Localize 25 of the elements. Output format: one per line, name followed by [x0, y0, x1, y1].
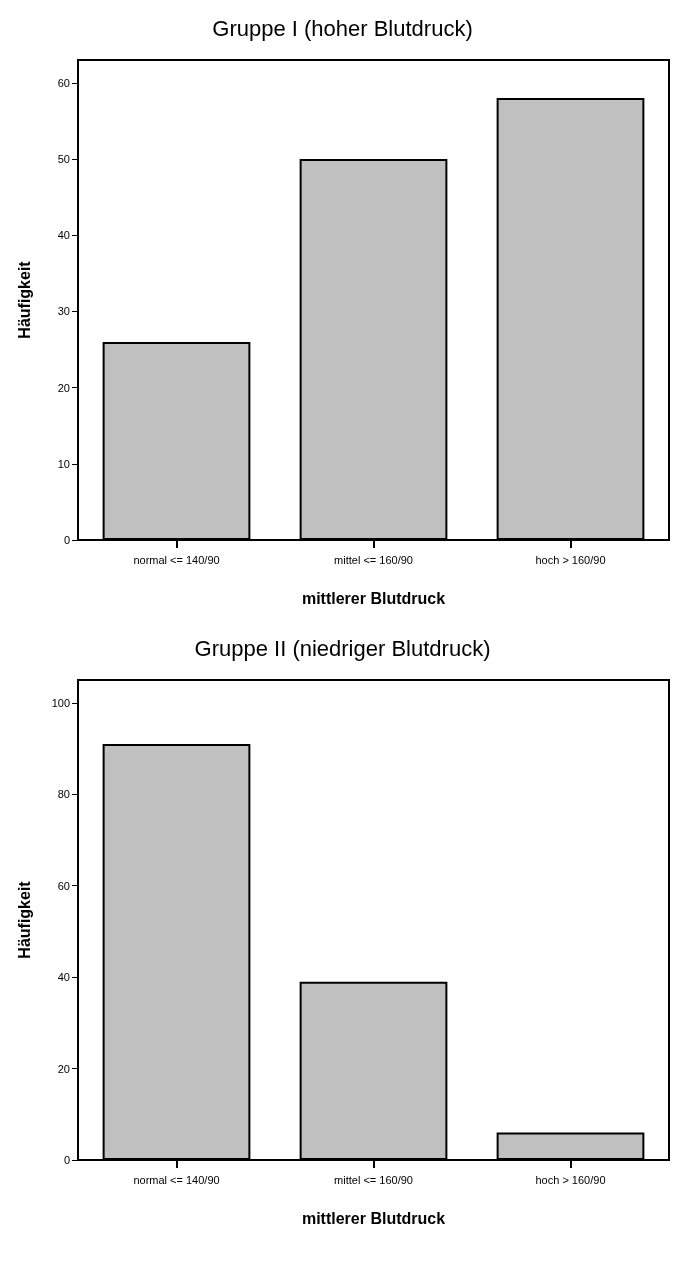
y-tick-label: 40 — [57, 229, 70, 242]
x-tick-label: mittel <= 160/90 — [334, 1173, 413, 1186]
y-tick-label: 40 — [57, 971, 70, 984]
x-tick-label: normal <= 140/90 — [133, 553, 220, 566]
y-tick-label: 0 — [63, 534, 70, 546]
y-tick-label: 100 — [51, 696, 70, 709]
x-tick-label: mittel <= 160/90 — [334, 553, 413, 566]
chart-title: Gruppe II (niedriger Blutdruck) — [194, 635, 491, 661]
y-tick-label: 50 — [57, 153, 70, 166]
x-axis-title: mittlerer Blutdruck — [301, 589, 446, 607]
y-tick-label: 30 — [57, 305, 70, 318]
y-tick-label: 20 — [57, 381, 70, 394]
y-tick-label: 20 — [57, 1062, 70, 1075]
x-tick-label: normal <= 140/90 — [133, 1173, 220, 1186]
y-axis-title: Häufigkeit — [15, 260, 33, 339]
y-tick-label: 80 — [57, 788, 70, 801]
y-tick-label: 10 — [57, 457, 70, 470]
y-tick-label: 0 — [63, 1154, 70, 1166]
chart-title: Gruppe I (hoher Blutdruck) — [212, 15, 473, 41]
y-tick-label: 60 — [57, 879, 70, 892]
y-tick-label: 60 — [57, 76, 70, 89]
x-axis-title: mittlerer Blutdruck — [301, 1209, 446, 1227]
x-tick-label: hoch > 160/90 — [535, 1173, 606, 1186]
x-tick-label: hoch > 160/90 — [535, 553, 606, 566]
y-axis-title: Häufigkeit — [15, 880, 33, 959]
